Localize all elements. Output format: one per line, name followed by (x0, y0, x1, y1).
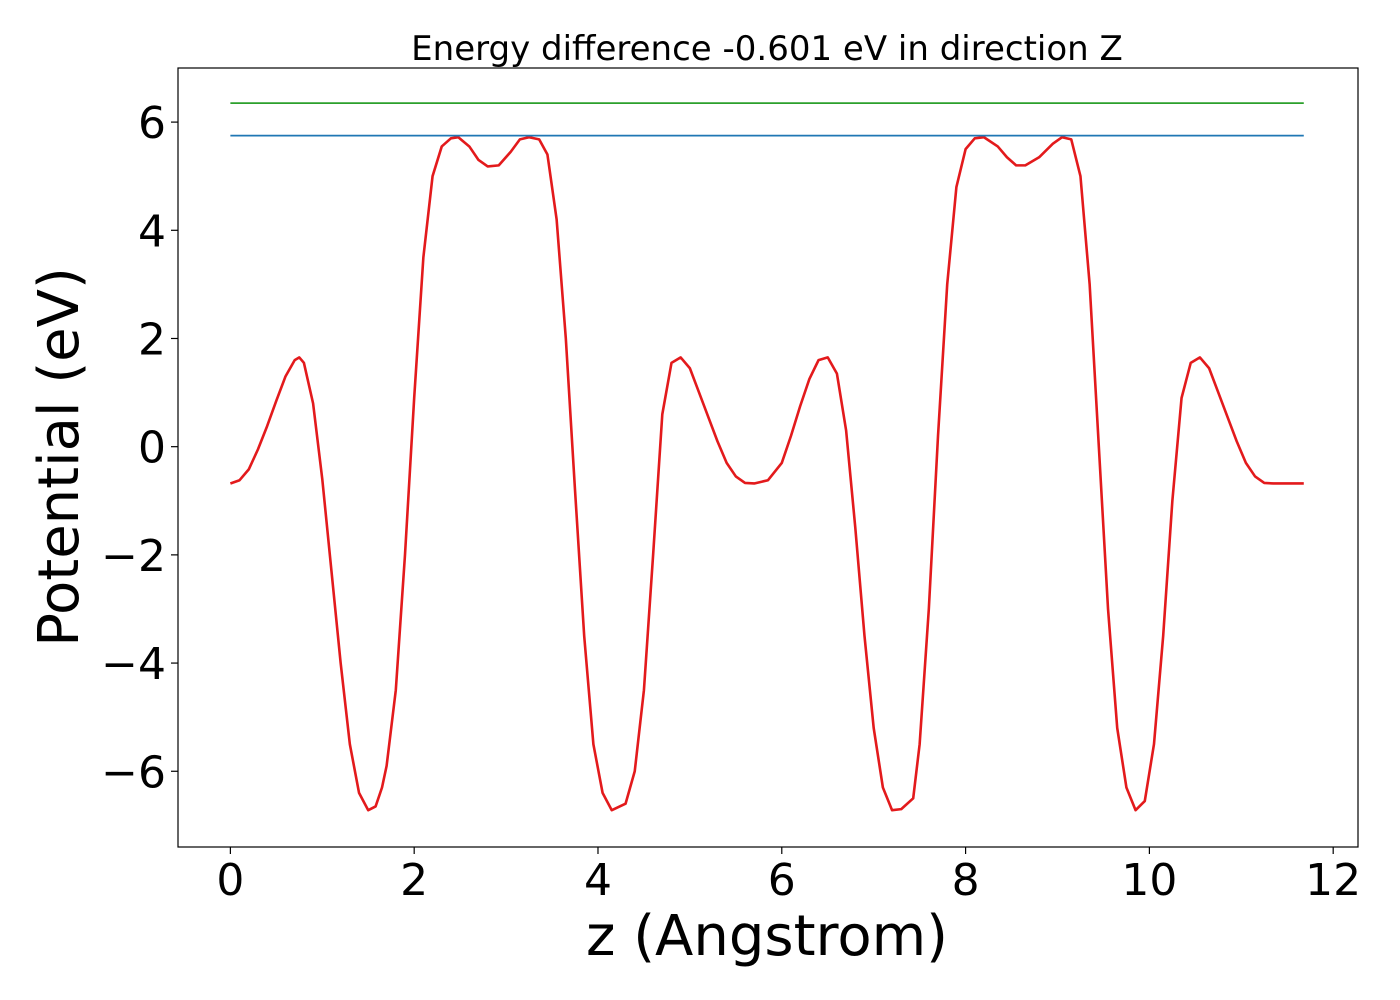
x-tick-label: 12 (1305, 855, 1361, 906)
x-tick-label: 8 (952, 855, 980, 906)
y-axis: −6 −4 −2 0 2 4 6 (101, 98, 178, 798)
y-tick-label: −6 (101, 747, 166, 798)
x-tick-label: 2 (400, 855, 428, 906)
y-tick-label: 0 (138, 423, 166, 474)
chart-title: Energy difference -0.601 eV in direction… (411, 29, 1123, 69)
y-tick-label: 2 (138, 314, 166, 365)
series-line-1 (229, 135, 1304, 812)
x-tick-label: 0 (216, 855, 244, 906)
y-axis-label: Potential (eV) (27, 267, 92, 647)
x-tick-label: 4 (584, 855, 612, 906)
x-axis: 0 2 4 6 8 10 12 (216, 847, 1361, 906)
y-tick-label: −4 (101, 639, 166, 690)
y-tick-label: −2 (101, 531, 166, 582)
y-tick-label: 6 (138, 98, 166, 149)
x-tick-label: 6 (768, 855, 796, 906)
x-tick-label: 10 (1121, 855, 1177, 906)
x-axis-label: z (Angstrom) (586, 904, 948, 969)
plot-frame (177, 67, 1359, 848)
y-tick-label: 4 (138, 206, 166, 257)
plot-area (177, 67, 1359, 848)
